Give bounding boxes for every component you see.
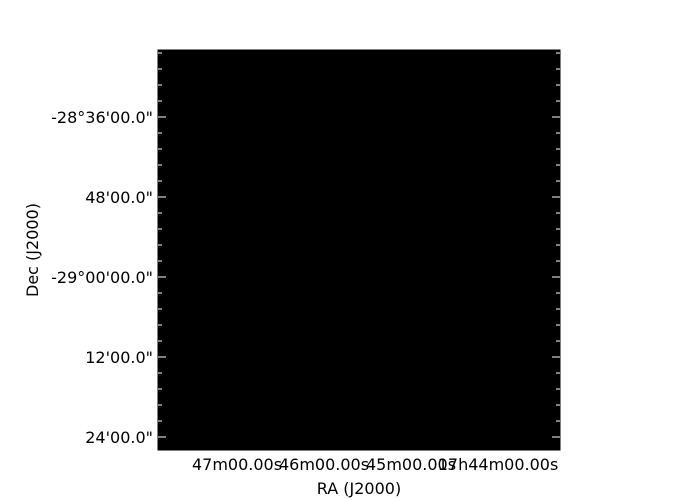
- y-axis-label: Dec (J2000): [23, 203, 42, 297]
- y-tick-label: -29°00'00.0": [51, 268, 153, 287]
- y-tick-label: -28°36'00.0": [51, 108, 153, 127]
- y-tick-label: 24'00.0": [85, 428, 153, 447]
- y-tick-label: 12'00.0": [85, 348, 153, 367]
- x-tick-label: 45m00.00s: [366, 455, 456, 474]
- x-tick-label: 47m00.00s: [192, 455, 282, 474]
- y-tick-label: 48'00.0": [85, 188, 153, 207]
- image-frame: [157, 49, 561, 451]
- tick-marks: [158, 50, 560, 450]
- x-tick-label: 46m00.00s: [279, 455, 369, 474]
- y-tick-labels: -28°36'00.0" 48'00.0" -29°00'00.0" 12'00.0"…: [51, 108, 153, 447]
- x-tick-label: 17h44m00.00s: [438, 455, 559, 474]
- x-axis-label: RA (J2000): [317, 479, 401, 498]
